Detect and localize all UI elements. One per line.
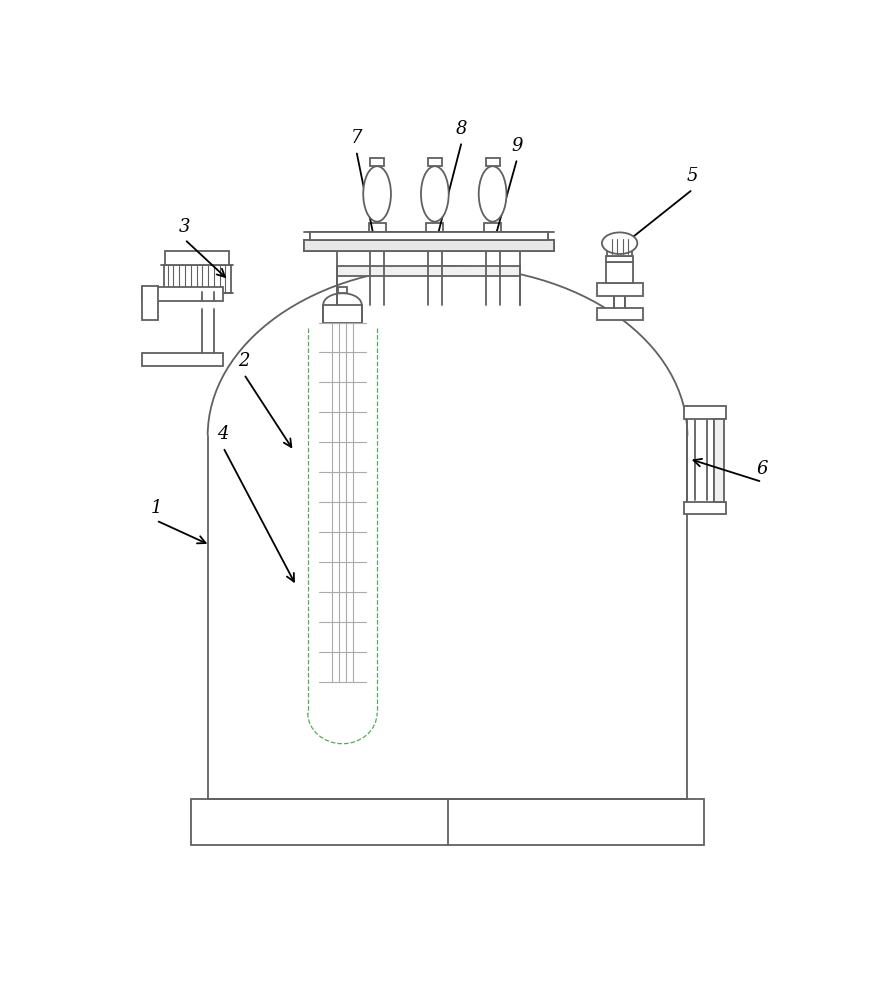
Bar bbox=[338, 287, 347, 293]
Bar bbox=[142, 287, 223, 301]
Bar bbox=[606, 262, 634, 283]
Text: 4: 4 bbox=[218, 425, 229, 443]
Ellipse shape bbox=[602, 232, 637, 254]
Bar bbox=[606, 256, 634, 262]
Text: 1: 1 bbox=[150, 499, 162, 517]
Bar bbox=[607, 239, 632, 256]
Ellipse shape bbox=[479, 166, 506, 222]
Bar bbox=[191, 799, 704, 845]
Text: 3: 3 bbox=[179, 218, 191, 235]
Bar bbox=[597, 283, 642, 296]
Bar bbox=[597, 308, 642, 320]
Bar bbox=[304, 240, 554, 251]
Bar bbox=[427, 223, 443, 232]
Text: 2: 2 bbox=[238, 352, 250, 370]
Bar bbox=[714, 419, 724, 502]
Bar bbox=[683, 502, 726, 514]
Bar bbox=[323, 305, 362, 323]
Text: 5: 5 bbox=[687, 167, 698, 185]
Bar bbox=[310, 232, 548, 240]
Text: 8: 8 bbox=[456, 120, 468, 138]
Bar bbox=[304, 240, 554, 251]
Text: 9: 9 bbox=[511, 137, 523, 155]
Bar bbox=[371, 158, 384, 166]
Text: 7: 7 bbox=[350, 129, 362, 147]
Bar bbox=[369, 223, 385, 232]
Bar bbox=[165, 251, 229, 265]
Bar bbox=[142, 353, 223, 366]
Bar bbox=[142, 286, 157, 320]
Bar bbox=[683, 406, 726, 419]
Bar bbox=[310, 232, 548, 240]
Ellipse shape bbox=[421, 166, 448, 222]
Bar bbox=[486, 158, 500, 166]
Bar bbox=[484, 223, 501, 232]
Ellipse shape bbox=[364, 166, 391, 222]
Text: 6: 6 bbox=[756, 460, 768, 478]
Bar bbox=[337, 266, 519, 276]
Bar bbox=[428, 158, 441, 166]
Bar bbox=[163, 265, 231, 293]
